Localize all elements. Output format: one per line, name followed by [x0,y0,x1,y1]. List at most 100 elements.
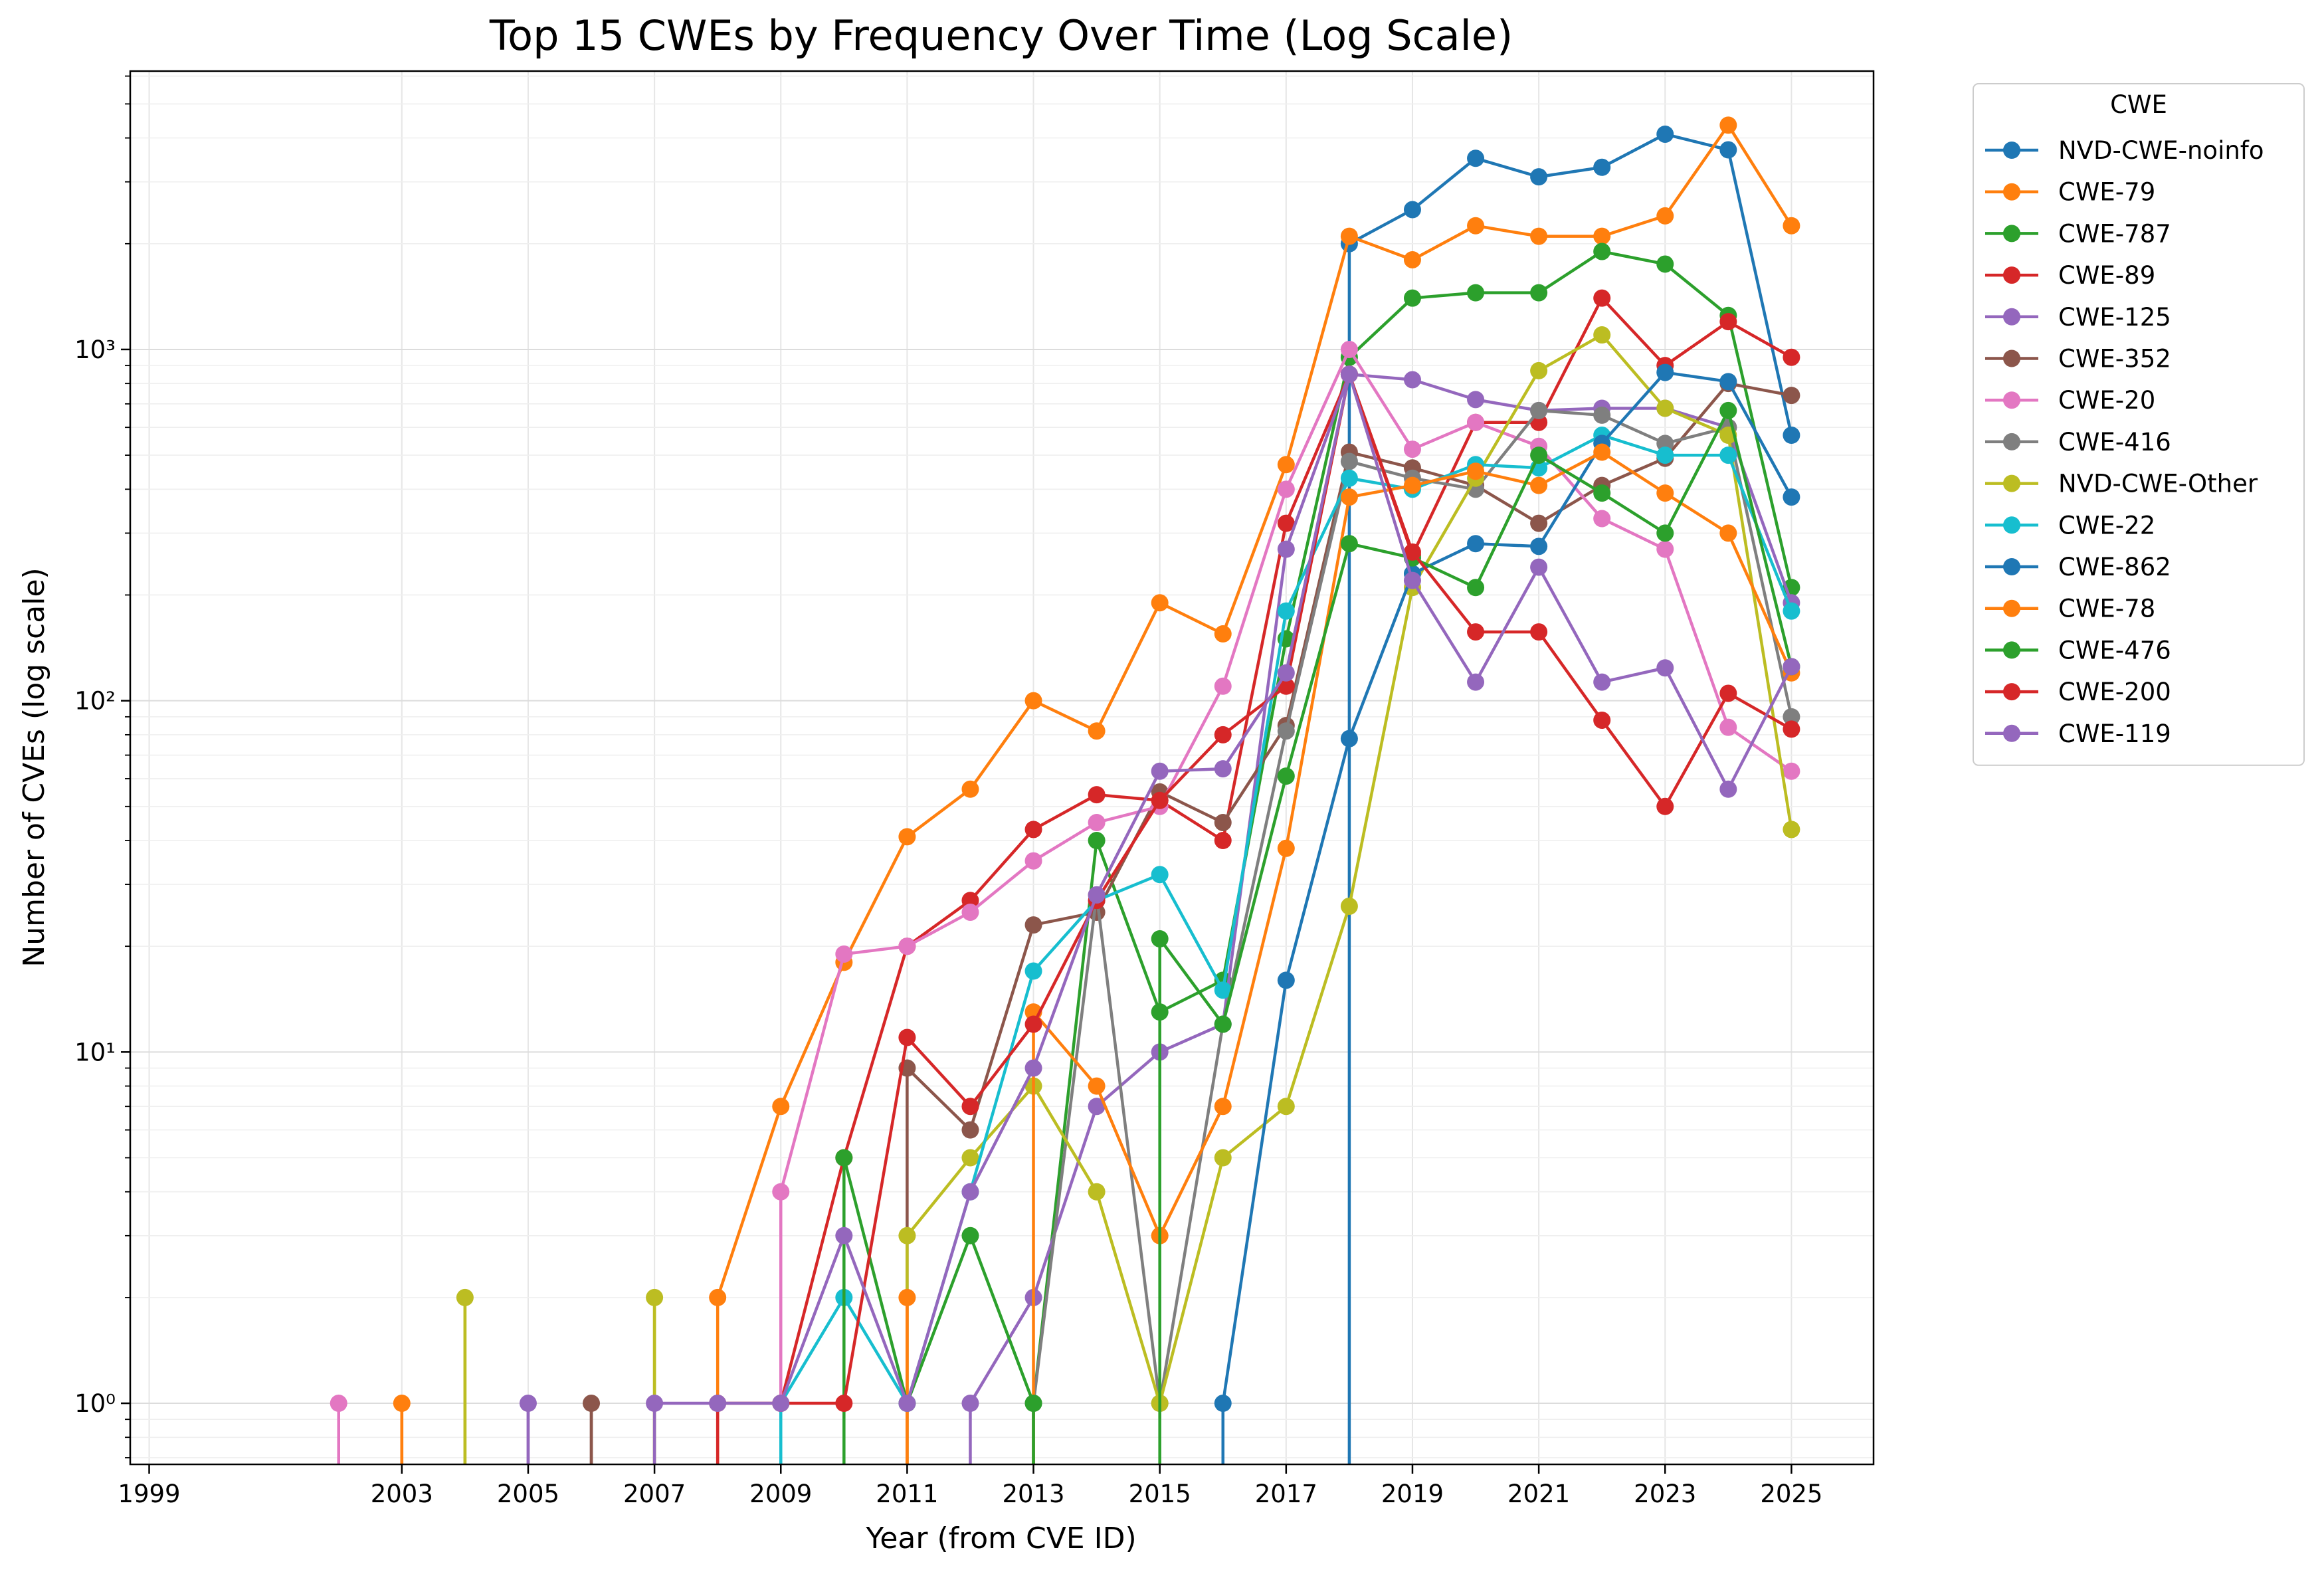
series-line-segment [969,859,1035,914]
data-point [898,1395,916,1413]
series-line-segment [1347,586,1414,908]
series-line-segment [1158,1156,1225,1405]
series-line-segment [1347,347,1414,451]
series-cwe-862 [1214,363,1800,1464]
data-point [1403,441,1421,458]
series-line-segment [1600,214,1667,238]
data-point [1530,401,1548,419]
data-point [1719,116,1737,134]
y-tick-label: 10³ [74,336,116,364]
data-point [1530,227,1548,245]
data-point [1340,730,1358,747]
series-line-segment [1221,488,1288,688]
series-nvd-cwe-other [456,326,1800,1464]
series-line-segment [842,944,909,1159]
series-line-segment [1410,556,1478,589]
data-point [1593,510,1611,528]
series-line-segment [1727,692,1793,731]
data-point [1593,326,1611,344]
data-point [1656,125,1674,143]
legend-label: NVD-CWE-Other [2058,470,2258,498]
legend-marker [2003,724,2020,742]
series-line-segment [1474,470,1541,487]
legend-marker [2003,599,2020,617]
data-point [1340,340,1358,358]
legend-marker [2003,516,2020,534]
data-point [1024,852,1042,870]
series-line-segment [1410,291,1478,300]
series-line-segment [1158,733,1225,803]
series-line-segment [969,1084,1035,1159]
series-line-segment [1600,433,1667,457]
series-line-segment [1600,250,1667,266]
legend-item: CWE-476 [1985,636,2171,664]
series-line-segment [1410,157,1478,211]
data-point [1340,365,1358,383]
series-line-segment [906,1156,972,1238]
series-line-segment [1664,371,1730,383]
data-point [1593,711,1611,729]
data-point [961,1227,979,1244]
data-point [898,1288,916,1306]
series-line-segment [1537,165,1604,179]
legend-box [1973,83,2305,766]
series-line-segment [1221,724,1288,825]
data-point [1530,476,1548,494]
series-line-segment [1347,460,1414,480]
series-line-segment [1727,409,1793,668]
series-line-segment [969,969,1035,1193]
series-line-segment [1347,373,1414,381]
data-point [1656,524,1674,542]
series-line-segment [1664,547,1730,729]
series-line-segment [1095,799,1161,902]
data-point [1024,916,1042,934]
x-tick-label: 2005 [497,1480,559,1508]
legend-marker [2003,433,2020,450]
series-line-segment [1474,398,1541,413]
series-line-segment [1537,630,1604,722]
series-line-segment [1474,369,1541,480]
data-point [898,1227,916,1244]
data-point [835,1395,853,1413]
data-point [1024,1015,1042,1033]
data-point [772,1395,790,1413]
series-line-segment [1727,148,1793,437]
data-point [583,1395,601,1413]
series-line-segment [1474,463,1541,470]
data-point [1783,348,1800,366]
data-point [1277,540,1295,558]
series-line-segment [1600,296,1667,367]
series-line-segment [1600,333,1667,410]
data-point [1467,579,1485,597]
x-tick-label: 2023 [1634,1480,1696,1508]
series-line-segment [1537,450,1604,487]
series-line-segment [779,961,846,1108]
data-point [1593,289,1611,307]
data-point [1656,399,1674,417]
legend-label: CWE-476 [2058,636,2171,664]
series-line-segment [1221,609,1288,992]
series-line-segment [1221,729,1288,1026]
x-axis-label: Year (from CVE ID) [865,1522,1136,1555]
data-point [1593,406,1611,424]
series-line-segment [1284,373,1351,551]
legend-marker [2003,308,2020,326]
data-point [1277,971,1295,989]
data-point [1214,760,1232,778]
data-point [1277,602,1295,620]
data-point [1277,480,1295,498]
series-line-segment [1727,425,1793,719]
series-line-segment [1158,1104,1225,1238]
y-tick-label: 10⁰ [74,1389,116,1418]
y-tick-label: 10² [74,687,116,716]
series-line-segment [1664,124,1730,218]
data-point [1656,255,1674,273]
data-point [1088,886,1106,904]
data-point [1151,930,1169,947]
plot-frame [129,70,1875,1466]
series-line-segment [1032,1010,1098,1088]
series-line-segment [842,1156,909,1405]
data-point [1656,363,1674,381]
series-line-segment [1032,893,1098,1070]
data-point [1403,476,1421,494]
